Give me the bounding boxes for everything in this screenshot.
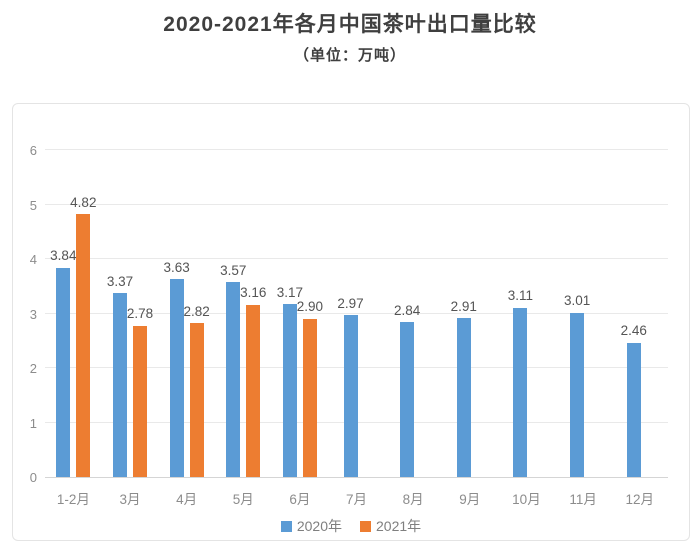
category-10: 3.01 11月 — [555, 150, 612, 507]
y-axis-tick-0: 0 — [29, 470, 37, 485]
bar-2020-1 — [56, 267, 71, 477]
category-1: 3.84 4.82 1-2月 — [45, 150, 102, 507]
bar-2021-4 — [246, 304, 261, 477]
data-label-2020-4: 3.57 — [220, 262, 247, 278]
category-2: 3.37 2.78 3月 — [102, 150, 159, 507]
data-label-2020-11: 2.46 — [620, 323, 647, 339]
bar-2020-6 — [343, 315, 358, 477]
y-axis-tick-1: 1 — [29, 415, 37, 431]
bar-2020-5 — [282, 304, 297, 477]
bar-2021-5 — [302, 318, 317, 477]
category-4: 3.57 3.16 5月 — [215, 150, 272, 507]
x-axis-label-6: 7月 — [346, 492, 368, 507]
bar-2020-4 — [226, 282, 241, 477]
data-label-2020-1: 3.84 — [50, 248, 77, 264]
x-axis-label-2: 3月 — [119, 492, 141, 507]
legend-swatch-2020年 — [280, 520, 292, 532]
x-axis-label-1: 1-2月 — [56, 492, 90, 507]
data-label-2020-10: 3.01 — [563, 293, 591, 309]
data-label-2020-5: 3.17 — [276, 284, 304, 300]
y-axis-tick-4: 4 — [29, 252, 37, 267]
gridline-5 — [45, 203, 668, 205]
category-7: 2.84 8月 — [385, 150, 442, 507]
data-label-2020-2: 3.37 — [106, 273, 134, 289]
legend-label-2020年: 2020年 — [296, 518, 342, 534]
categories-row: 3.84 4.82 1-2月 3.37 2.78 3月 3.63 2.82 4月 3.57 3.16… — [45, 150, 668, 507]
x-axis-label-11: 12月 — [625, 492, 654, 507]
data-label-2021-4: 3.16 — [240, 285, 267, 301]
legend-swatch-2021年 — [360, 520, 371, 532]
category-11: 2.46 12月 — [611, 150, 668, 507]
data-label-2020-6: 2.97 — [337, 295, 364, 311]
data-label-2021-3: 2.82 — [183, 303, 210, 319]
legend-item-2020年: 2020年 — [280, 516, 342, 536]
chart-title: 2020-2021年各月中国茶叶出口量比较 — [163, 13, 537, 36]
x-axis-label-3: 4月 — [176, 492, 198, 507]
bar-2020-3 — [169, 279, 184, 477]
category-5: 3.17 2.90 6月 — [272, 150, 329, 507]
data-label-2020-9: 3.11 — [507, 288, 534, 304]
bar-2020-2 — [112, 293, 127, 477]
x-axis-label-4: 5月 — [232, 492, 254, 507]
bar-2020-7 — [400, 322, 415, 477]
chart-card: 0 1 2 3 4 5 6 3.84 4.82 1-2月 3.37 2.78 3月 3.63 2.82 4月 3… — [12, 103, 690, 541]
plot-area: 0 1 2 3 4 5 6 3.84 4.82 1-2月 3.37 2.78 3月 3.63 2.82 4月 3… — [30, 144, 668, 507]
chart-unit-subtitle: （单位：万吨） — [293, 47, 406, 64]
gridline-6 — [45, 149, 668, 150]
data-label-2020-8: 2.91 — [450, 298, 477, 314]
data-label-2020-3: 3.63 — [163, 259, 190, 275]
data-label-2021-5: 2.90 — [296, 299, 324, 315]
y-axis-tick-3: 3 — [29, 306, 37, 322]
category-3: 3.63 2.82 4月 — [158, 150, 215, 507]
bar-2021-2 — [132, 325, 147, 477]
data-label-2020-7: 2.84 — [394, 302, 421, 318]
gridline-3 — [45, 312, 668, 314]
data-label-2021-1: 4.82 — [70, 194, 97, 210]
gridline-4 — [45, 258, 668, 259]
y-axis-tick-5: 5 — [29, 197, 37, 213]
category-8: 2.91 9月 — [441, 150, 498, 507]
bar-2020-11 — [626, 342, 641, 477]
legend-item-2021年: 2021年 — [360, 516, 421, 536]
data-label-2021-2: 2.78 — [126, 306, 154, 321]
chart-legend: 2020年 2021年 — [13, 516, 689, 536]
bar-2020-8 — [456, 318, 471, 477]
y-axis-tick-6: 6 — [29, 143, 37, 158]
x-axis-label-7: 8月 — [402, 492, 424, 507]
bar-2021-3 — [189, 323, 204, 477]
legend-label-2021年: 2021年 — [376, 518, 422, 534]
bar-2020-9 — [513, 307, 528, 477]
x-axis-label-10: 11月 — [569, 492, 597, 507]
x-axis-label-5: 6月 — [289, 492, 311, 507]
category-9: 3.11 10月 — [498, 150, 555, 507]
category-6: 2.97 7月 — [328, 150, 385, 507]
x-axis-label-8: 9月 — [459, 492, 481, 507]
bar-2021-1 — [76, 214, 91, 477]
bar-2020-10 — [570, 312, 585, 477]
x-axis-label-9: 10月 — [512, 492, 541, 507]
gridline-0 — [45, 477, 668, 478]
y-axis-tick-2: 2 — [29, 361, 37, 376]
